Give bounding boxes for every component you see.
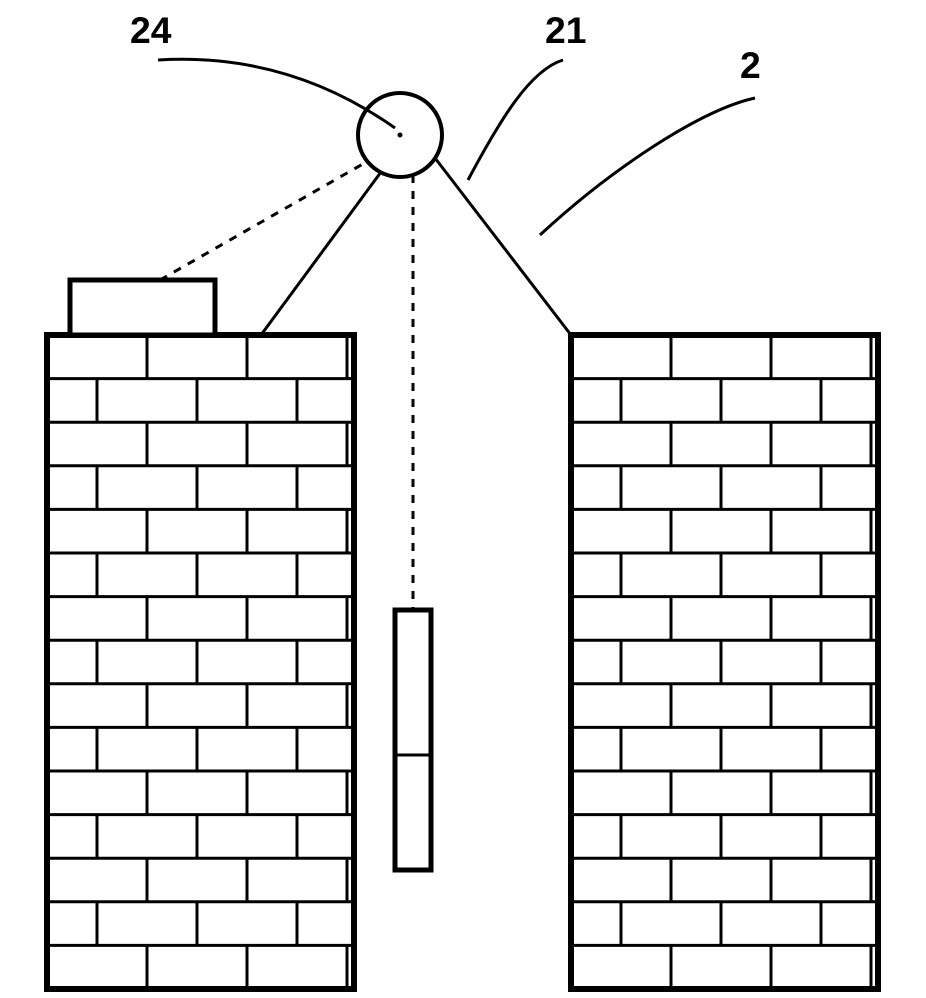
roof-box xyxy=(70,280,215,335)
cable-left-dashed xyxy=(160,157,375,280)
label-24: 24 xyxy=(130,9,172,52)
callouts xyxy=(158,59,755,235)
left-building xyxy=(47,335,354,989)
callout-l2 xyxy=(540,98,755,235)
callout-l21 xyxy=(468,60,563,180)
right-building xyxy=(571,335,878,989)
cable-left-solid xyxy=(261,172,381,335)
label-2: 2 xyxy=(740,44,761,87)
hanging-plumb xyxy=(395,610,431,870)
pulley-center-dot xyxy=(398,133,403,138)
left-building-outline xyxy=(47,335,354,989)
callout-l24 xyxy=(158,59,395,128)
right-building-outline xyxy=(571,335,878,989)
cable-right-solid xyxy=(435,158,571,335)
label-21: 21 xyxy=(545,9,587,52)
